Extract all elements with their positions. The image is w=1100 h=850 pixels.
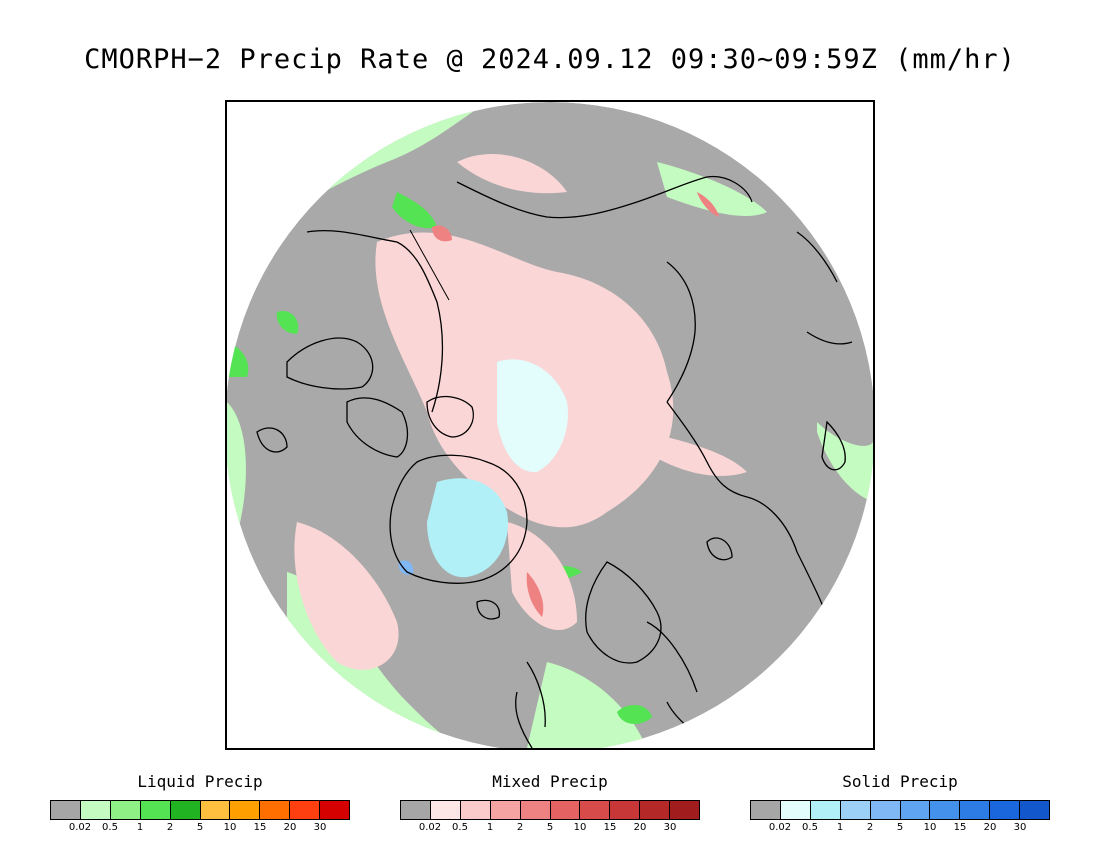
color-swatch-liquid-9 — [320, 801, 350, 819]
tick-label-mixed-3: 2 — [516, 822, 524, 833]
colorbar-liquid — [50, 800, 350, 820]
color-swatch-solid-7 — [960, 801, 991, 819]
tick-label-mixed-1: 0.5 — [452, 822, 468, 833]
tick-label-solid-0: 0.02 — [768, 822, 792, 833]
tick-label-liquid-0: 0.02 — [68, 822, 92, 833]
tick-label-mixed-2: 1 — [486, 822, 494, 833]
tick-label-liquid-2: 1 — [136, 822, 144, 833]
tick-label-liquid-4: 5 — [196, 822, 204, 833]
color-swatch-mixed-7 — [610, 801, 641, 819]
ticks-mixed: 0.02 0.5 1 2 5 10 15 20 30 — [400, 822, 700, 836]
tick-label-mixed-5: 10 — [573, 822, 587, 833]
polar-map — [225, 100, 875, 750]
tick-label-liquid-1: 0.5 — [102, 822, 118, 833]
tick-label-solid-1: 0.5 — [802, 822, 818, 833]
color-swatch-solid-8 — [990, 801, 1021, 819]
colorbar-mixed — [400, 800, 700, 820]
tick-label-solid-3: 2 — [866, 822, 874, 833]
tick-label-mixed-8: 30 — [663, 822, 677, 833]
tick-label-liquid-8: 30 — [313, 822, 327, 833]
ticks-solid: 0.02 0.5 1 2 5 10 15 20 30 — [750, 822, 1050, 836]
legend-title-mixed: Mixed Precip — [492, 772, 608, 791]
tick-label-solid-7: 20 — [983, 822, 997, 833]
color-swatch-mixed-4 — [520, 801, 551, 819]
tick-label-solid-2: 1 — [836, 822, 844, 833]
color-swatch-liquid-6 — [230, 801, 261, 819]
color-swatch-solid-6 — [930, 801, 961, 819]
mixed-precip-moderate — [432, 192, 719, 617]
color-swatch-solid-2 — [810, 801, 841, 819]
legend-mixed: Mixed Precip 0.02 0.5 1 2 5 10 15 20 30 — [400, 772, 700, 833]
color-swatch-liquid-3 — [140, 801, 171, 819]
color-swatch-mixed-6 — [580, 801, 611, 819]
liquid-precip-moderate — [227, 192, 652, 724]
boundary-line — [409, 229, 450, 301]
color-swatch-liquid-7 — [260, 801, 291, 819]
tick-label-solid-5: 10 — [923, 822, 937, 833]
color-swatch-mixed-3 — [490, 801, 521, 819]
color-swatch-liquid-1 — [80, 801, 111, 819]
color-swatch-mixed-9 — [670, 801, 700, 819]
solid-precip-areas — [497, 359, 568, 473]
tick-label-mixed-6: 15 — [603, 822, 617, 833]
color-swatch-liquid-8 — [290, 801, 321, 819]
legend-solid: Solid Precip 0.02 0.5 1 2 5 10 15 20 30 — [750, 772, 1050, 833]
tick-label-liquid-5: 10 — [223, 822, 237, 833]
color-swatch-liquid-5 — [200, 801, 231, 819]
color-swatch-liquid-2 — [110, 801, 141, 819]
tick-label-mixed-7: 20 — [633, 822, 647, 833]
solid-precip-light — [427, 478, 508, 578]
precip-map-svg — [227, 102, 873, 748]
tick-label-mixed-4: 5 — [546, 822, 554, 833]
tick-label-liquid-6: 15 — [253, 822, 267, 833]
color-swatch-solid-3 — [840, 801, 871, 819]
tick-label-mixed-0: 0.02 — [418, 822, 442, 833]
color-swatch-mixed-2 — [460, 801, 491, 819]
color-swatch-mixed-5 — [550, 801, 581, 819]
tick-label-liquid-3: 2 — [166, 822, 174, 833]
legend-liquid: Liquid Precip 0.02 0.5 1 2 5 10 15 20 30 — [50, 772, 350, 833]
color-swatch-liquid-4 — [170, 801, 201, 819]
coastlines — [256, 175, 853, 748]
color-swatch-solid-5 — [900, 801, 931, 819]
tick-label-solid-8: 30 — [1013, 822, 1027, 833]
ticks-liquid: 0.02 0.5 1 2 5 10 15 20 30 — [50, 822, 350, 836]
color-swatch-solid-0 — [751, 801, 781, 819]
color-swatch-mixed-8 — [640, 801, 671, 819]
tick-label-solid-4: 5 — [896, 822, 904, 833]
chart-title: CMORPH−2 Precip Rate @ 2024.09.12 09:30~… — [84, 44, 1016, 75]
solid-precip-moderate — [398, 560, 414, 575]
legend-title-solid: Solid Precip — [842, 772, 958, 791]
color-swatch-mixed-1 — [430, 801, 461, 819]
color-swatch-solid-9 — [1020, 801, 1050, 819]
color-swatch-liquid-0 — [51, 801, 81, 819]
color-swatch-solid-4 — [870, 801, 901, 819]
color-swatch-solid-1 — [780, 801, 811, 819]
color-swatch-mixed-0 — [401, 801, 431, 819]
legend-title-liquid: Liquid Precip — [137, 772, 263, 791]
tick-label-solid-6: 15 — [953, 822, 967, 833]
colorbar-solid — [750, 800, 1050, 820]
tick-label-liquid-7: 20 — [283, 822, 297, 833]
